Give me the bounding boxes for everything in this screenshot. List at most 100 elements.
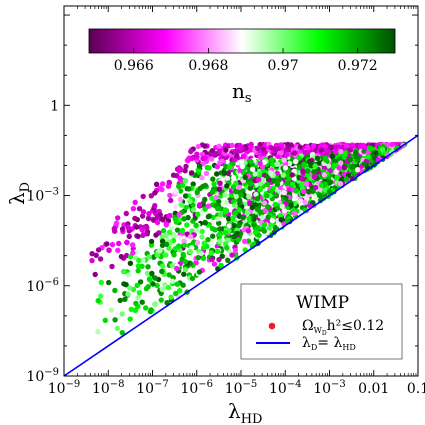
- scatter-point: [217, 211, 224, 218]
- scatter-point: [176, 288, 183, 294]
- scatter-point: [195, 143, 201, 150]
- scatter-point: [211, 181, 217, 187]
- scatter-point: [180, 182, 186, 189]
- scatter-point: [228, 192, 234, 198]
- scatter-point: [148, 193, 154, 199]
- scatter-point: [254, 196, 261, 202]
- scatter-point: [208, 241, 214, 247]
- scatter-point: [202, 182, 208, 189]
- scatter-point: [232, 202, 238, 209]
- scatter-point: [305, 168, 311, 174]
- scatter-point: [140, 257, 146, 263]
- scatter-point: [212, 227, 218, 233]
- scatter-point: [247, 185, 253, 191]
- scatter-point: [286, 160, 293, 167]
- scatter-point: [209, 195, 215, 202]
- scatter-point: [132, 199, 138, 206]
- scatter-point: [296, 155, 302, 161]
- scatter-point: [257, 209, 263, 215]
- scatter-point: [196, 269, 203, 275]
- scatter-point: [216, 198, 222, 205]
- scatter-point: [122, 296, 128, 302]
- scatter-point: [235, 237, 242, 243]
- scatter-point: [234, 230, 240, 237]
- scatter-point: [119, 226, 126, 232]
- scatter-point: [286, 176, 292, 182]
- scatter-point: [226, 223, 232, 229]
- scatter-point: [118, 253, 125, 260]
- scatter-point: [125, 291, 131, 297]
- scatter-point: [301, 161, 307, 168]
- scatter-point: [353, 154, 360, 160]
- scatter-point: [305, 172, 311, 178]
- scatter-point: [217, 160, 223, 166]
- scatter-point: [291, 150, 298, 156]
- scatter-point: [171, 252, 177, 258]
- scatter-point: [198, 250, 204, 257]
- scatter-points: [89, 141, 408, 336]
- scatter-point: [253, 191, 259, 198]
- scatter-point: [194, 227, 200, 233]
- scatter-point: [179, 227, 186, 234]
- scatter-point: [182, 178, 189, 184]
- scatter-point: [251, 222, 257, 228]
- scatter-point: [216, 232, 223, 238]
- scatter-point: [310, 151, 316, 158]
- scatter-point: [174, 227, 181, 233]
- scatter-point: [261, 228, 267, 234]
- scatter-point: [379, 147, 386, 153]
- scatter-point: [185, 157, 191, 163]
- scatter-point: [152, 275, 158, 281]
- scatter-point: [344, 143, 350, 149]
- scatter-point: [276, 177, 282, 183]
- scatter-point: [289, 181, 296, 187]
- scatter-point: [300, 168, 306, 174]
- scatter-point: [166, 229, 173, 236]
- colorbar-label: ns: [232, 79, 252, 106]
- scatter-point: [187, 198, 193, 205]
- scatter-point: [109, 263, 115, 270]
- scatter-point: [246, 215, 252, 222]
- scatter-point: [173, 219, 179, 225]
- scatter-point: [181, 271, 187, 277]
- scatter-point: [289, 172, 295, 178]
- scatter-point: [302, 199, 308, 206]
- scatter-point: [134, 282, 140, 289]
- scatter-point: [200, 155, 206, 162]
- scatter-point: [182, 193, 189, 199]
- scatter-point: [106, 279, 112, 286]
- scatter-point: [127, 260, 134, 266]
- scatter-point: [93, 252, 99, 258]
- scatter-point: [282, 165, 289, 171]
- scatter-point: [182, 259, 188, 265]
- scatter-point: [232, 247, 239, 254]
- scatter-point: [276, 145, 282, 152]
- scatter-point: [166, 272, 172, 278]
- scatter-point: [238, 159, 245, 165]
- scatter-point: [139, 299, 145, 305]
- scatter-point: [112, 287, 118, 294]
- scatter-point: [206, 165, 212, 171]
- scatter-point: [154, 219, 161, 226]
- scatter-point: [292, 194, 298, 200]
- scatter-point: [223, 163, 229, 170]
- scatter-point: [230, 184, 237, 190]
- scatter-point: [176, 183, 182, 189]
- scatter-point: [336, 165, 342, 171]
- scatter-point: [299, 181, 305, 187]
- scatter-point: [195, 254, 202, 261]
- scatter-point: [154, 214, 160, 221]
- scatter-point: [199, 151, 206, 157]
- scatter-point: [240, 214, 247, 220]
- scatter-point: [297, 144, 303, 150]
- scatter-point: [338, 160, 344, 166]
- scatter-point: [283, 152, 290, 158]
- scatter-point: [333, 144, 339, 150]
- scatter-point: [249, 204, 256, 211]
- scatter-point: [302, 149, 309, 156]
- scatter-point: [119, 311, 125, 317]
- scatter-point: [224, 175, 231, 182]
- scatter-point: [152, 190, 158, 196]
- scatter-point: [347, 147, 354, 153]
